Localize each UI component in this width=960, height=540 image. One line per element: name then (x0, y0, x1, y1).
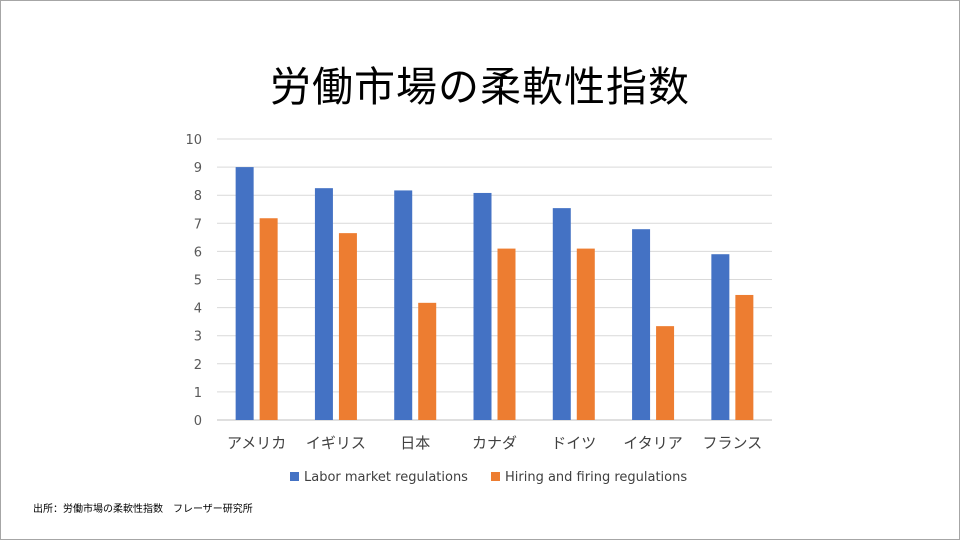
bar-hiring-firing (418, 302, 437, 420)
x-tick-label: フランス (703, 434, 763, 452)
legend: Labor market regulations Hiring and firin… (290, 470, 687, 485)
bar-hiring-firing (576, 248, 595, 420)
legend-swatch (290, 472, 299, 481)
x-tick-label: ドイツ (551, 434, 596, 452)
y-tick-label: 1 (194, 386, 202, 401)
gridlines (217, 138, 772, 421)
bar-hiring-firing (259, 218, 278, 420)
x-tick-label: イタリア (623, 434, 682, 452)
bar-labor-market (552, 208, 571, 420)
bar-hiring-firing (497, 248, 516, 420)
bar-hiring-firing (656, 326, 675, 420)
y-tick-label: 4 (194, 302, 202, 317)
bar-labor-market (711, 254, 730, 420)
y-tick-label: 2 (194, 358, 202, 373)
x-tick-label: アメリカ (227, 434, 286, 452)
x-tick-label: カナダ (472, 434, 517, 452)
slide-title: 労働市場の柔軟性指数 (270, 63, 690, 111)
y-tick-label: 9 (194, 161, 202, 176)
y-tick-label: 3 (194, 330, 202, 345)
bar-labor-market (394, 190, 413, 420)
y-tick-label: 7 (194, 217, 202, 232)
x-tick-label: イギリス (306, 434, 366, 452)
bar-labor-market (473, 192, 492, 420)
legend-swatch (491, 472, 500, 481)
bar-hiring-firing (338, 233, 357, 420)
legend-label: Hiring and firing regulations (505, 470, 687, 485)
y-tick-label: 8 (194, 189, 202, 204)
source-note: 出所：労働市場の柔軟性指数 フレーザー研究所 (33, 504, 253, 515)
bar-hiring-firing (735, 294, 754, 420)
bar-labor-market (632, 229, 651, 420)
y-tick-label: 0 (194, 414, 202, 429)
bar-labor-market (235, 167, 254, 420)
y-axis-ticks: 0 1 2 3 4 5 6 7 8 9 10 (185, 133, 202, 429)
x-axis-ticks: アメリカ イギリス 日本 カナダ ドイツ イタリア フランス (227, 434, 762, 452)
y-tick-label: 6 (194, 245, 202, 260)
bar-labor-market (314, 188, 333, 420)
bars (235, 167, 754, 420)
y-tick-label: 10 (185, 133, 202, 148)
x-tick-label: 日本 (400, 434, 430, 452)
y-tick-label: 5 (194, 274, 202, 289)
legend-label: Labor market regulations (304, 470, 468, 485)
